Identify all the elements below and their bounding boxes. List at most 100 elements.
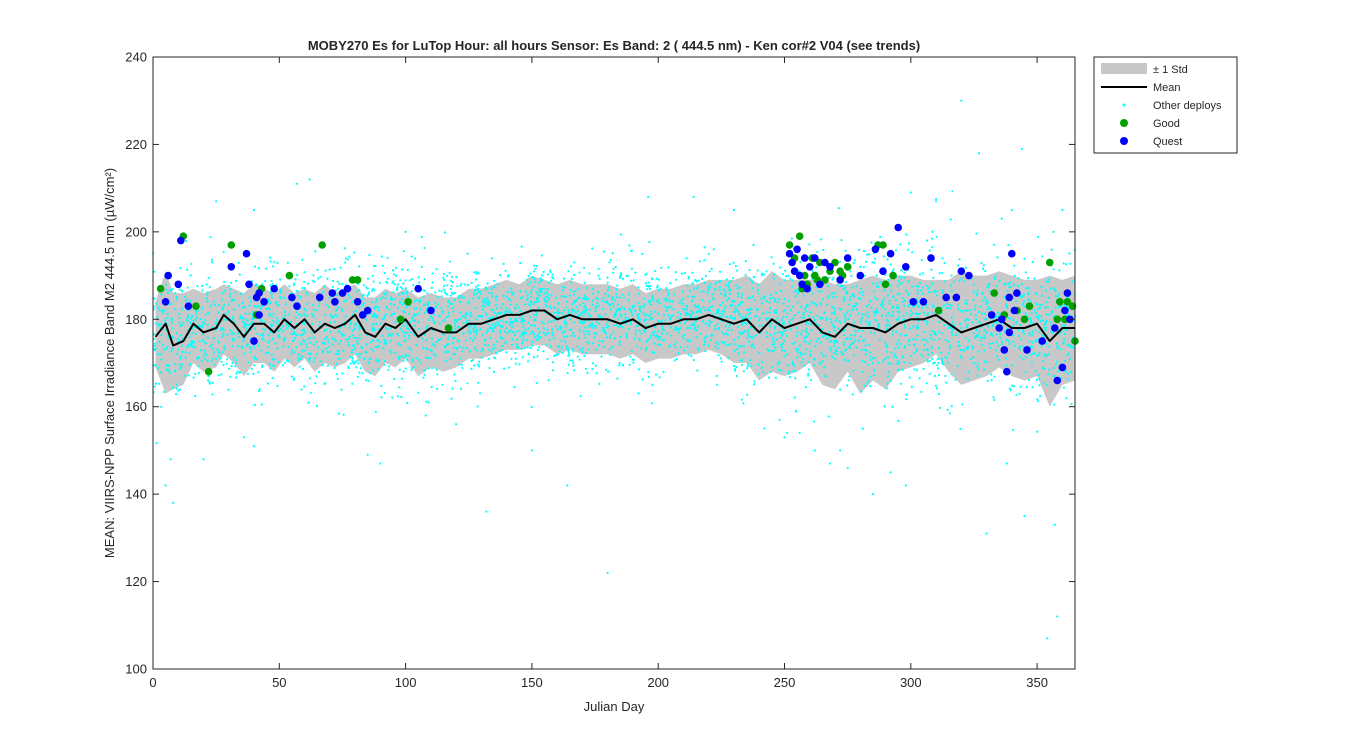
other-deploy-point — [404, 367, 407, 370]
other-deploy-point — [588, 272, 591, 275]
other-deploy-point — [338, 282, 341, 285]
other-deploy-point — [184, 374, 187, 377]
other-deploy-point — [638, 337, 641, 340]
other-deploy-point — [861, 329, 864, 332]
other-deploy-point — [910, 355, 913, 358]
other-deploy-point — [1034, 369, 1037, 372]
other-deploy-point — [786, 364, 789, 367]
other-deploy-point — [654, 373, 658, 376]
other-deploy-point — [621, 326, 624, 329]
other-deploy-point — [392, 291, 395, 294]
other-deploy-point — [557, 308, 560, 311]
other-deploy-point — [521, 342, 524, 345]
other-deploy-point — [505, 310, 508, 313]
other-deploy-point — [805, 327, 808, 330]
other-deploy-point — [779, 290, 782, 293]
other-deploy-point — [526, 283, 529, 286]
other-deploy-point — [458, 296, 461, 300]
other-deploy-point — [661, 332, 664, 335]
other-deploy-point — [996, 256, 999, 259]
other-deploy-point — [1044, 355, 1047, 358]
other-deploy-point — [1036, 430, 1039, 433]
other-deploy-point — [870, 241, 873, 244]
other-deploy-point — [486, 297, 489, 300]
other-deploy-point — [212, 347, 215, 350]
other-deploy-point — [636, 345, 639, 348]
other-deploy-point — [583, 266, 586, 269]
other-deploy-point — [983, 312, 986, 315]
other-deploy-point — [502, 294, 505, 297]
other-deploy-point — [482, 299, 485, 303]
other-deploy-point — [405, 324, 408, 327]
other-deploy-point — [801, 330, 804, 333]
other-deploy-point — [371, 339, 375, 342]
other-deploy-point — [807, 374, 810, 377]
other-deploy-point — [1038, 306, 1042, 309]
quest-point — [909, 298, 918, 306]
other-deploy-point — [189, 322, 192, 325]
other-deploy-point — [1069, 370, 1072, 374]
other-deploy-point — [330, 316, 334, 319]
other-deploy-point — [863, 274, 867, 277]
other-deploy-point — [387, 368, 390, 371]
other-deploy-point — [299, 357, 302, 360]
other-deploy-point — [618, 296, 621, 299]
other-deploy-point — [804, 386, 808, 389]
other-deploy-point — [541, 287, 544, 291]
good-point — [821, 276, 829, 284]
other-deploy-point — [1056, 295, 1059, 298]
other-deploy-point — [959, 354, 962, 358]
other-deploy-point — [745, 308, 749, 311]
other-deploy-point — [821, 354, 825, 357]
other-deploy-point — [677, 352, 680, 355]
other-deploy-point — [474, 278, 478, 281]
other-deploy-point — [500, 306, 503, 309]
other-deploy-point — [315, 352, 318, 355]
other-deploy-point — [850, 342, 854, 345]
other-deploy-point — [348, 326, 351, 329]
quest-point — [919, 298, 928, 306]
other-deploy-point — [588, 333, 591, 336]
other-deploy-point — [796, 292, 799, 295]
other-deploy-point — [229, 329, 232, 332]
other-deploy-point — [189, 274, 192, 277]
other-deploy-point — [503, 330, 506, 333]
other-deploy-point — [356, 359, 359, 362]
other-deploy-point — [495, 303, 498, 306]
other-deploy-point — [754, 315, 757, 318]
other-deploy-point — [828, 336, 831, 339]
other-deploy-point — [191, 315, 194, 318]
other-deploy-point — [406, 327, 409, 330]
other-deploy-point — [1048, 313, 1051, 316]
other-deploy-point — [177, 340, 180, 343]
other-deploy-point — [454, 327, 457, 330]
other-deploy-point — [1003, 330, 1006, 333]
other-deploy-point — [343, 247, 346, 250]
other-deploy-point — [863, 384, 866, 387]
other-deploy-point — [318, 301, 321, 304]
other-deploy-point — [321, 349, 324, 352]
other-deploy-point — [402, 302, 405, 305]
other-deploy-point — [658, 335, 662, 338]
other-deploy-point — [211, 326, 214, 329]
other-deploy-point — [468, 332, 472, 335]
other-deploy-point — [252, 317, 255, 320]
other-deploy-point — [532, 313, 536, 316]
other-deploy-point — [181, 337, 184, 340]
other-deploy-point — [1056, 347, 1059, 350]
other-deploy-point — [752, 276, 755, 279]
other-deploy-point — [204, 357, 207, 360]
other-deploy-point — [325, 328, 328, 331]
other-deploy-point — [694, 279, 697, 282]
quest-point — [260, 298, 268, 306]
other-deploy-point — [524, 332, 528, 335]
other-deploy-point — [333, 268, 336, 271]
other-deploy-point — [361, 303, 364, 306]
other-deploy-point — [400, 395, 403, 398]
other-deploy-point — [447, 299, 450, 302]
other-deploy-point — [572, 321, 576, 324]
other-deploy-point — [750, 326, 753, 329]
quest-point — [795, 271, 804, 280]
other-deploy-point — [920, 338, 924, 342]
other-deploy-point — [228, 293, 232, 296]
